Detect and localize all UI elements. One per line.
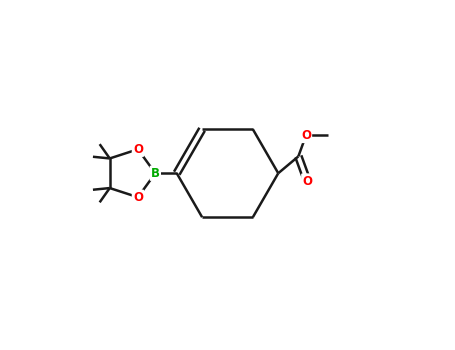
Text: O: O — [133, 143, 143, 156]
Text: O: O — [133, 191, 143, 204]
Text: B: B — [151, 167, 160, 180]
Text: O: O — [301, 129, 311, 142]
Text: O: O — [302, 175, 312, 188]
